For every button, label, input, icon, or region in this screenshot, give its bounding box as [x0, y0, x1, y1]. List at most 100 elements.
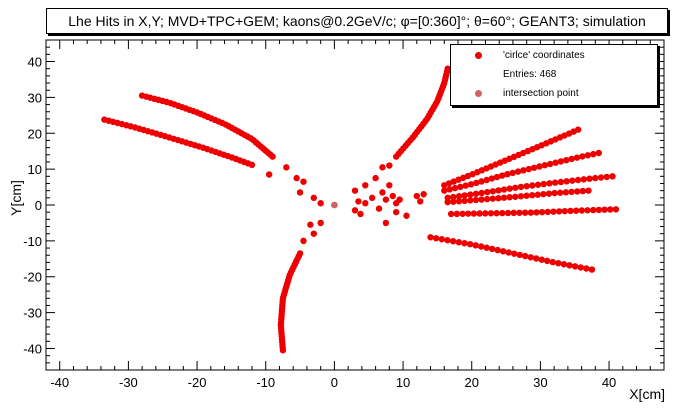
circle-coordinate-point [459, 210, 466, 217]
circle-coordinate-point [317, 219, 324, 227]
circle-coordinate-point [603, 173, 610, 181]
circle-coordinate-point [427, 234, 434, 241]
circle-coordinate-point [465, 210, 472, 217]
circle-coordinate-point [488, 175, 496, 182]
circle-coordinate-point [462, 182, 469, 189]
circle-coordinate-point [578, 207, 586, 214]
circle-coordinate-point [487, 210, 495, 217]
circle-coordinate-point [265, 171, 273, 178]
circle-coordinate-point [523, 183, 530, 190]
legend-marker-red-dot [475, 52, 482, 59]
circle-coordinate-point [510, 250, 518, 257]
circle-coordinate-point [444, 65, 451, 72]
circle-coordinate-point [461, 197, 468, 205]
circle-coordinate-point [307, 221, 314, 228]
circle-coordinate-point [583, 265, 590, 272]
circle-coordinate-point [472, 190, 480, 197]
circle-coordinate-point [379, 164, 386, 171]
circle-coordinate-point [601, 206, 608, 213]
circle-coordinate-point [478, 189, 485, 197]
circle-coordinate-point [536, 163, 543, 170]
circle-coordinate-point [533, 209, 540, 216]
circle-coordinate-point [444, 237, 451, 244]
circle-coordinate-point [300, 178, 307, 185]
circle-coordinate-point [441, 187, 448, 194]
circle-coordinate-point [449, 238, 457, 245]
circle-coordinate-point [506, 194, 513, 201]
circle-coordinate-point [517, 193, 525, 200]
x-tick-label: 40 [602, 375, 616, 390]
circle-coordinate-point [473, 179, 480, 187]
x-tick-label: -30 [119, 375, 138, 390]
circle-coordinate-point [495, 194, 502, 202]
circle-coordinate-point [552, 159, 559, 166]
circle-coordinate-point [563, 178, 570, 185]
circle-coordinate-point [461, 192, 468, 199]
circle-coordinate-point [560, 261, 568, 268]
circle-coordinate-point [609, 173, 616, 180]
legend-label-circle-coordinates: 'cirlce' coordinates [503, 49, 585, 61]
circle-coordinate-point [355, 198, 362, 205]
circle-coordinate-point [467, 197, 474, 204]
circle-coordinate-point [527, 254, 534, 261]
circle-coordinate-point [546, 180, 553, 187]
circle-coordinate-point [588, 266, 596, 273]
circle-coordinate-point [567, 207, 574, 215]
circle-coordinate-point [386, 182, 393, 189]
circle-coordinate-point [269, 153, 276, 160]
y-tick-label: -30 [23, 306, 42, 321]
circle-coordinate-point [521, 252, 529, 260]
legend-label-intersection-point: intersection point [503, 87, 579, 99]
axis-ticks [45, 39, 665, 371]
circle-coordinate-point [534, 181, 542, 188]
circle-coordinate-point [484, 188, 491, 196]
circle-coordinate-point [568, 155, 575, 163]
circle-coordinate-point [545, 190, 553, 197]
circle-coordinate-point [555, 259, 562, 267]
circle-coordinate-point [382, 219, 390, 227]
circle-coordinate-point [420, 191, 427, 198]
y-tick-label: 0 [35, 198, 42, 213]
circle-coordinate-point [595, 206, 603, 214]
circle-coordinate-point [595, 149, 602, 157]
circle-coordinate-point [482, 210, 489, 217]
legend-entry-circle-coordinates: 'cirlce' coordinates [451, 47, 657, 63]
circle-coordinate-point [396, 196, 403, 203]
circle-coordinate-point [362, 200, 369, 207]
circle-coordinate-point [516, 251, 523, 259]
circle-coordinate-point [493, 209, 500, 217]
circle-coordinate-point [584, 207, 591, 214]
circle-coordinate-point [546, 160, 554, 168]
circle-coordinate-point [574, 176, 582, 184]
circle-coordinate-point [572, 207, 580, 214]
x-axis-label: X[cm] [629, 386, 665, 402]
circle-coordinate-point [563, 156, 570, 164]
circle-coordinate-point [489, 195, 497, 202]
circle-coordinate-point [512, 193, 519, 200]
circle-coordinate-point [467, 191, 474, 198]
circle-coordinate-point [495, 187, 502, 194]
circle-coordinate-point [444, 198, 451, 206]
circle-coordinate-point [573, 188, 581, 195]
circle-coordinate-point [498, 172, 506, 179]
circle-coordinate-point [455, 198, 463, 205]
circle-coordinate-point [597, 174, 605, 181]
circle-coordinate-point [541, 162, 549, 169]
circle-coordinate-point [403, 212, 410, 219]
circle-coordinate-point [461, 239, 468, 247]
circle-coordinate-point [386, 162, 393, 169]
circle-coordinate-point [500, 186, 508, 193]
circle-coordinate-point [489, 188, 497, 195]
circle-coordinate-point [451, 184, 459, 192]
circle-coordinate-point [499, 209, 506, 217]
y-axis-label: Y[cm] [7, 180, 24, 216]
circle-coordinate-point [529, 182, 536, 189]
circle-coordinate-point [540, 180, 547, 188]
chart-title-text: Lhe Hits in X,Y; MVD+TPC+GEM; kaons@0.2G… [68, 13, 646, 29]
y-tick-label: 40 [28, 55, 42, 70]
circle-coordinate-point [362, 182, 369, 189]
y-tick-label: -40 [23, 341, 42, 356]
circle-coordinate-point [476, 210, 483, 217]
circle-coordinate-point [506, 185, 513, 192]
circle-coordinate-point [590, 206, 597, 214]
